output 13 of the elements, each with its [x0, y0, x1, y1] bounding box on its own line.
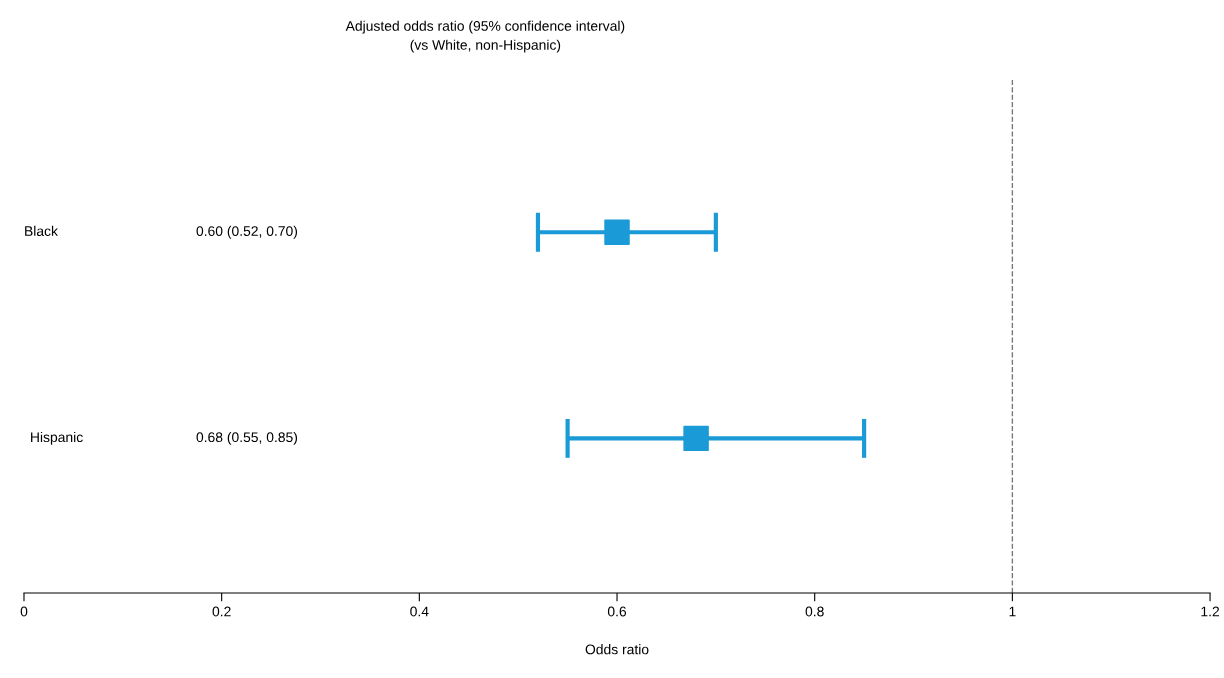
x-tick-label: 0.2 — [212, 606, 231, 617]
x-tick-label: 1.2 — [1201, 606, 1219, 617]
annotation: 0.68 (0.55, 0.85) — [196, 431, 298, 445]
x-tick-label: 1 — [1009, 606, 1016, 617]
x-axis-title: Odds ratio — [585, 644, 649, 655]
x-tick-label: 0.8 — [805, 606, 824, 617]
y-tick-label: Hispanic — [31, 431, 83, 445]
x-tick-label: 0.6 — [607, 606, 627, 617]
x-tick-label: 0 — [20, 606, 28, 617]
y-tick-label: Black — [25, 225, 58, 236]
annotation: 0.60 (0.52, 0.70) — [196, 225, 298, 239]
x-tick-label: 0.4 — [410, 606, 429, 617]
chart-title: Adjusted odds ratio (95% confidence interval) (vs White, non-Hispanic) — [345, 20, 625, 53]
